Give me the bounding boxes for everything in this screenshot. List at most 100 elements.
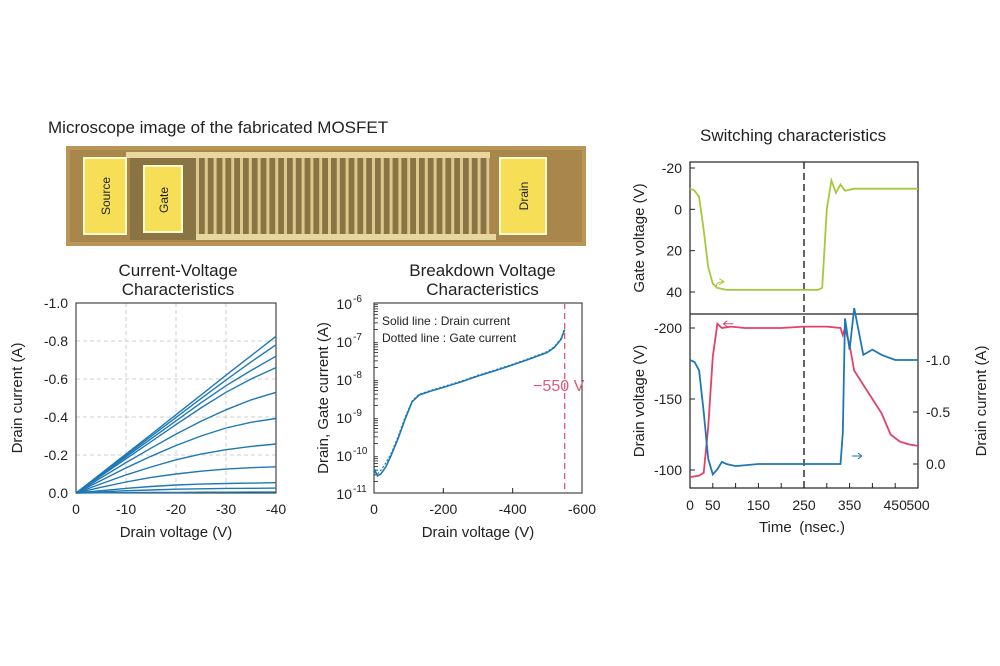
y-tick-label: 0.0 (49, 485, 69, 501)
iv-curve (75, 482, 277, 494)
gate-finger (284, 156, 287, 236)
microscope-image: Source Gate Drain (66, 146, 586, 246)
y-tick-label: -200 (654, 320, 682, 336)
gate-current-curve (373, 327, 566, 475)
gate-finger (310, 156, 314, 236)
gate-finger (345, 156, 349, 236)
x-tick-label: 0 (686, 497, 694, 513)
gate-finger (460, 156, 463, 236)
drain-current-axis-pointer-icon (851, 452, 863, 460)
drain-current-axis-label: Drain current (A) (973, 346, 990, 457)
switching-chart-title: Switching characteristics (700, 126, 887, 145)
gate-finger (372, 156, 375, 236)
x-tick-label: 50 (705, 497, 721, 513)
y-tick-label: 0.0 (926, 456, 946, 472)
drain-voltage-axis-label: Drain voltage (V) (631, 345, 648, 458)
iv-curve (75, 491, 276, 494)
y-tick-label: -100 (654, 462, 682, 478)
drain-voltage-curve (689, 321, 919, 478)
y-tick-label: 20 (666, 243, 682, 259)
x-tick-label: 0 (370, 501, 378, 517)
drain-voltage-axis-pointer-icon (723, 320, 734, 328)
iv-curve (75, 391, 277, 494)
y-tick-label: 0 (674, 201, 682, 217)
iv-curve (75, 335, 277, 494)
y-axis-label: Drain, Gate current (A) (315, 322, 332, 474)
y-tick-label: 10 (336, 486, 352, 502)
gate-finger (380, 156, 384, 236)
gate-finger (354, 156, 358, 236)
y-tick-exponent: -11 (353, 484, 367, 495)
y-tick-exponent: -10 (353, 446, 368, 457)
gate-finger (486, 156, 490, 236)
gate-voltage-axis-label: Gate voltage (V) (631, 183, 648, 292)
iv-curve (75, 443, 277, 494)
drain-pad (499, 157, 547, 235)
y-tick-label: -150 (654, 391, 682, 407)
x-axis-label: Drain voltage (V) (422, 524, 535, 541)
gate-finger (451, 156, 455, 236)
breakdown-annotation: −550 V (533, 378, 584, 395)
gate-finger (328, 156, 331, 236)
gate-finger (389, 156, 393, 236)
gate-finger (204, 156, 208, 236)
y-tick-label: -1.0 (926, 352, 950, 368)
y-tick-exponent: -8 (353, 370, 362, 381)
gate-finger (257, 156, 261, 236)
gate-finger (424, 156, 428, 236)
gate-finger (248, 156, 252, 236)
y-tick-label: 10 (336, 296, 352, 312)
x-tick-label: -600 (568, 501, 596, 517)
y-tick-label: -0.8 (44, 333, 68, 349)
gate-fingers (196, 156, 490, 236)
gate-finger (213, 156, 217, 236)
gate-voltage-curve (689, 176, 918, 291)
iv-curve (75, 487, 277, 494)
y-tick-label: -0.4 (44, 409, 68, 425)
source-pad (83, 157, 127, 235)
source-pad-label: Source (99, 177, 113, 215)
y-tick-exponent: -9 (353, 408, 362, 419)
y-tick-label: -0.5 (926, 404, 950, 420)
y-tick-label: 10 (336, 448, 352, 464)
breakdown-chart-title: Breakdown Voltage Characteristics (409, 261, 556, 299)
gate-finger (468, 156, 472, 236)
iv-curve (75, 355, 277, 494)
iv-curve (75, 366, 277, 494)
gate-finger (477, 156, 481, 236)
drain-current-curve (689, 307, 918, 477)
gate-finger (292, 156, 296, 236)
gate-finger (407, 156, 411, 236)
x-tick-label: -200 (429, 501, 457, 517)
legend-entry: Dotted line : Gate current (382, 331, 517, 345)
x-tick-label: 500 (906, 497, 930, 513)
gate-finger (222, 156, 226, 236)
gate-finger (275, 156, 279, 236)
iv-curve (75, 417, 277, 494)
y-tick-label: 10 (336, 334, 352, 350)
gate-finger (336, 156, 340, 236)
y-tick-label: -20 (662, 160, 682, 176)
drain-pad-label: Drain (517, 182, 531, 211)
x-tick-label: 150 (747, 497, 771, 513)
microscope-title: Microscope image of the fabricated MOSFE… (48, 118, 389, 137)
x-tick-label: -400 (499, 501, 527, 517)
x-tick-label: 350 (838, 497, 862, 513)
y-tick-label: 40 (666, 284, 682, 300)
y-tick-exponent: -6 (353, 295, 362, 305)
gate-pad (143, 165, 183, 233)
iv-chart-title: Current-Voltage Characteristics (118, 261, 238, 299)
x-tick-label: 450 (884, 497, 908, 513)
gate-finger (266, 156, 270, 236)
gate-finger (301, 156, 305, 236)
gate-finger (240, 156, 243, 236)
iv-curve (75, 466, 277, 494)
legend-entry: Solid line : Drain current (382, 314, 511, 328)
iv-grid (76, 303, 276, 493)
gate-axis-pointer-icon (715, 278, 725, 287)
y-tick-label: -0.2 (44, 447, 68, 463)
y-tick-label: 10 (336, 410, 352, 426)
gate-finger (319, 156, 323, 236)
